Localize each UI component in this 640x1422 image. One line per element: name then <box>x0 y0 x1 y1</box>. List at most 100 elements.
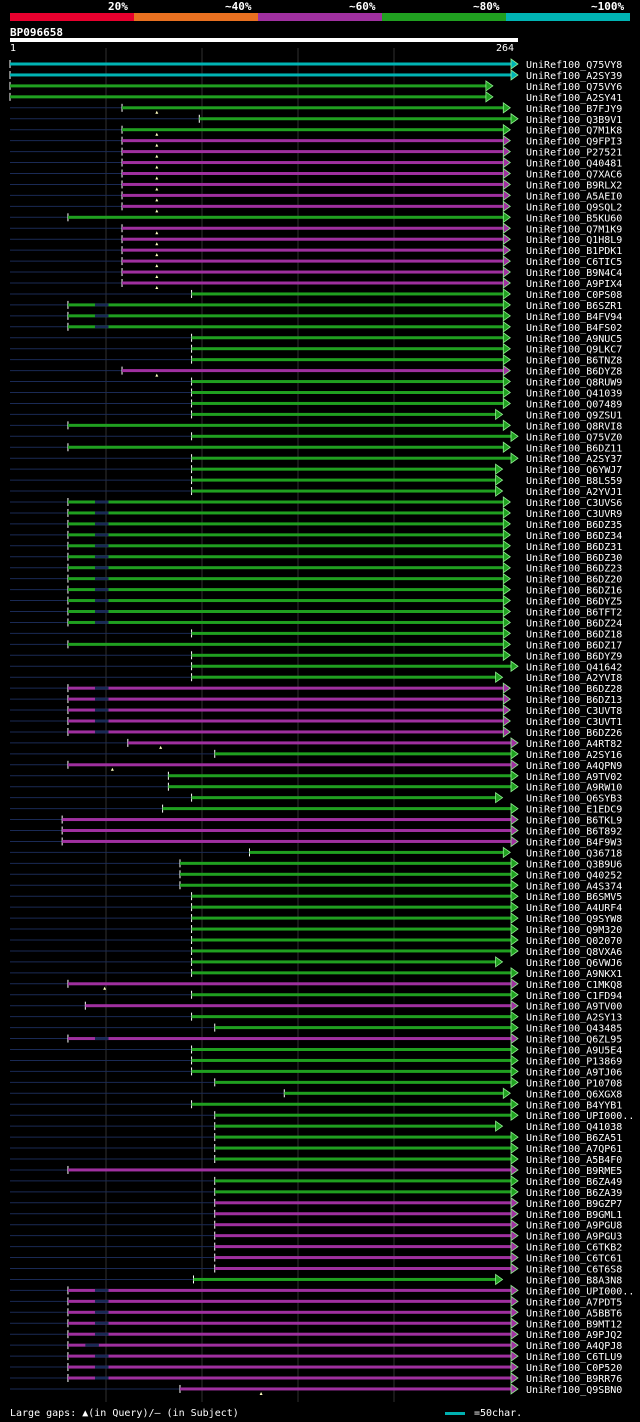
hit-label: UniRef100_A9PGU8 <box>526 1221 622 1232</box>
hit-label: UniRef100_A9PGU3 <box>526 1232 622 1243</box>
hit-bar <box>67 599 505 603</box>
hit-label: UniRef100_B6DZ20 <box>526 575 622 586</box>
hit-bar <box>191 894 513 898</box>
hit-arrow <box>510 1229 519 1242</box>
query-gap-marker <box>155 286 159 289</box>
hit-arrow <box>502 277 511 289</box>
query-gap-marker <box>103 986 107 990</box>
hit-bar <box>62 829 512 832</box>
hit-arrow <box>502 616 511 629</box>
hit-bar <box>67 423 505 427</box>
hit-bar <box>122 369 505 373</box>
hit-bar <box>191 292 505 296</box>
hit-label: UniRef100_A4RT82 <box>526 739 622 750</box>
hit-bar <box>214 1124 497 1128</box>
hit-arrow <box>502 529 511 541</box>
hit-arrow <box>510 748 519 760</box>
query-gap-marker <box>155 165 159 169</box>
subject-gap <box>94 1037 109 1041</box>
hit-label: UniRef100_B6DZ34 <box>526 531 622 542</box>
hit-label: UniRef100_Q7M1K9 <box>526 224 622 235</box>
hit-bar <box>214 1080 513 1084</box>
hit-label: UniRef100_Q36718 <box>526 848 622 859</box>
hit-label: UniRef100_A7PDT5 <box>526 1297 622 1308</box>
hit-arrow <box>502 310 511 322</box>
hit-label: UniRef100_B6DZ16 <box>526 586 622 597</box>
legend-label: ~60% <box>349 0 376 13</box>
hit-arrow <box>510 945 519 957</box>
hit-bar <box>179 872 513 876</box>
hit-arrow <box>510 1032 519 1045</box>
hit-arrow <box>510 1207 519 1220</box>
hit-arrow <box>502 167 511 180</box>
hit-arrow <box>510 1076 519 1089</box>
hit-bar <box>122 281 505 285</box>
hit-bar <box>67 588 505 592</box>
hit-arrow <box>502 321 511 333</box>
hit-arrow <box>510 824 519 837</box>
hit-label: UniRef100_B6DZ18 <box>526 629 622 640</box>
hit-arrow <box>502 1087 511 1100</box>
hit-bar <box>10 95 487 99</box>
hit-bar <box>214 1212 513 1216</box>
hit-bar <box>191 675 497 679</box>
hit-bar <box>67 566 505 570</box>
hit-bar <box>10 62 512 66</box>
hit-label: UniRef100_Q6ZL95 <box>526 1035 622 1046</box>
hit-bar <box>67 511 505 515</box>
hit-label: UniRef100_B6SMV5 <box>526 892 622 903</box>
hit-arrow <box>502 364 511 377</box>
hit-bar <box>67 522 505 526</box>
hit-label: UniRef100_Q9LKC7 <box>526 345 622 356</box>
hit-bar <box>122 259 505 263</box>
hit-bar <box>122 193 505 197</box>
query-gap-marker <box>159 745 163 749</box>
hit-arrow <box>502 342 511 355</box>
subject-gap <box>94 610 109 613</box>
hit-bar <box>67 500 505 504</box>
hit-bar <box>191 380 505 384</box>
hit-arrow <box>495 408 504 421</box>
hit-bar <box>62 839 512 843</box>
subject-gap <box>94 566 109 570</box>
hit-bar <box>122 204 505 208</box>
hit-arrow <box>510 1142 519 1154</box>
hit-arrow <box>495 791 504 804</box>
hit-label: UniRef100_B6DZ31 <box>526 542 622 553</box>
hit-label: UniRef100_B6DZ35 <box>526 520 622 531</box>
hit-bar <box>67 1310 512 1314</box>
query-gap-marker <box>155 231 159 235</box>
query-gap-marker <box>259 1391 263 1395</box>
hit-label: UniRef100_Q41642 <box>526 662 622 673</box>
hit-arrow <box>502 627 511 640</box>
hit-bar <box>179 861 513 865</box>
hit-label: UniRef100_C0PS08 <box>526 290 622 301</box>
hit-bar <box>168 774 513 778</box>
hit-arrow <box>495 1273 504 1286</box>
hit-bar <box>122 226 505 230</box>
hit-label: UniRef100_A9NUC5 <box>526 334 622 345</box>
hit-arrow <box>510 1098 519 1111</box>
subject-gap <box>94 1354 109 1358</box>
hit-bar <box>67 1354 512 1358</box>
hit-bar <box>67 555 505 559</box>
hit-arrow <box>510 769 519 782</box>
hit-arrow <box>510 1262 519 1275</box>
hit-label: UniRef100_C3UVR9 <box>526 509 622 520</box>
hit-arrow <box>510 430 519 443</box>
subject-gap <box>94 544 109 548</box>
hit-arrow <box>502 375 511 388</box>
hit-label: UniRef100_B6DZ17 <box>526 640 622 651</box>
hit-label: UniRef100_P27521 <box>526 148 622 159</box>
hit-label: UniRef100_Q6SYB3 <box>526 794 622 805</box>
query-gap-marker <box>155 110 159 114</box>
hit-bar <box>67 215 505 219</box>
hit-bar <box>122 182 505 186</box>
hit-label: UniRef100_B6TFT2 <box>526 608 622 619</box>
hit-label: UniRef100_Q9SYW8 <box>526 914 622 925</box>
hit-arrow <box>510 69 519 81</box>
gaps-legend-text: Large gaps: ▲(in Query)/– (in Subject) <box>10 1408 239 1419</box>
hit-label: UniRef100_A5AEI0 <box>526 191 622 202</box>
hit-arrow <box>502 638 511 651</box>
hit-label: UniRef100_B6ZA51 <box>526 1133 622 1144</box>
